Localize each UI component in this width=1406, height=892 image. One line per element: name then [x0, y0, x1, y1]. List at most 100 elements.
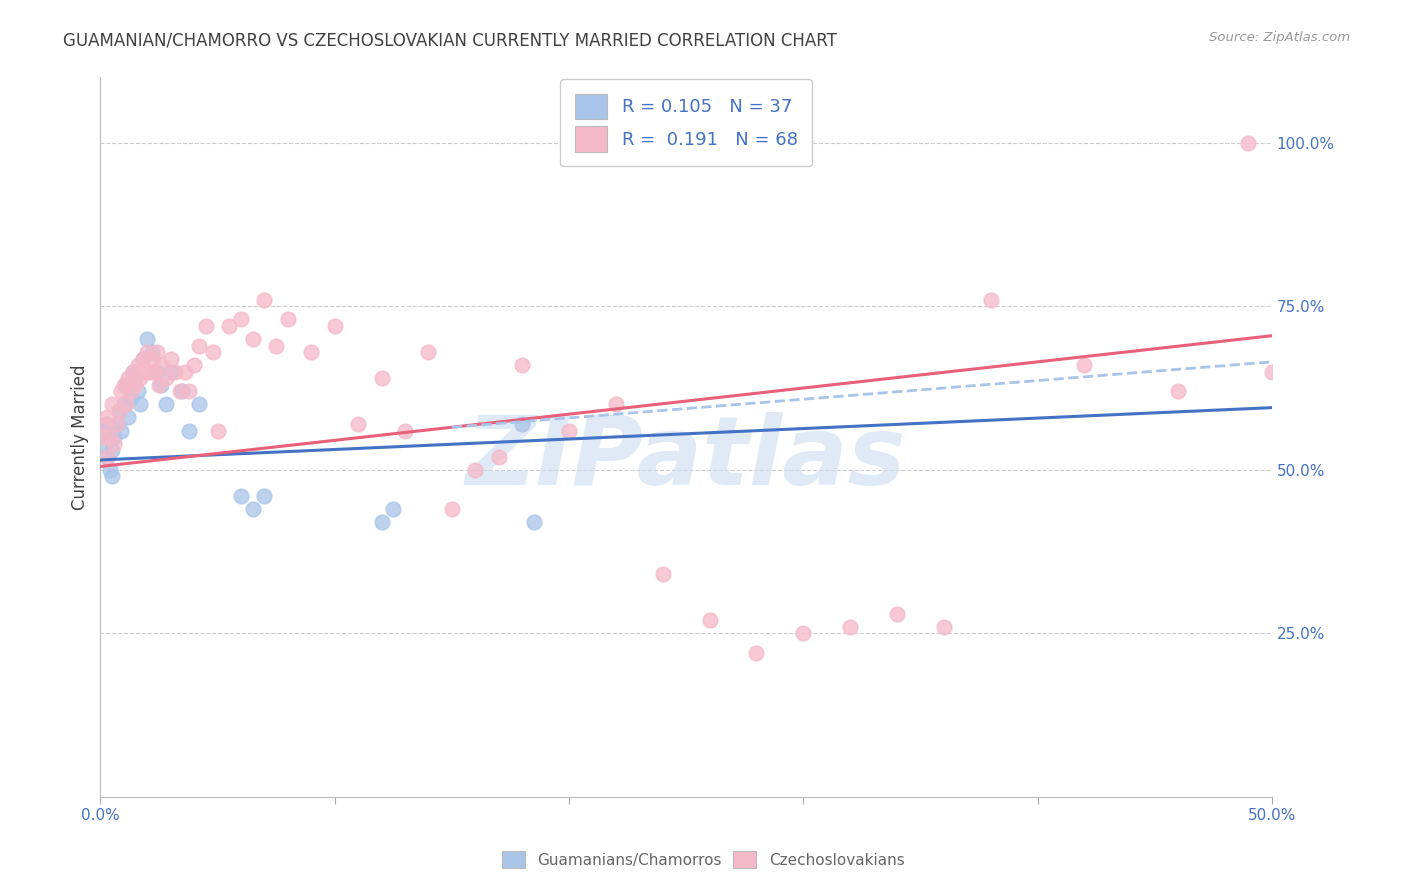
Point	[370, 371, 392, 385]
Point	[523, 515, 546, 529]
Point	[105, 417, 128, 431]
Point	[98, 430, 121, 444]
Point	[120, 384, 142, 399]
Y-axis label: Currently Married: Currently Married	[72, 364, 89, 510]
Point	[108, 404, 131, 418]
Point	[122, 365, 145, 379]
Point	[418, 345, 440, 359]
Point	[110, 424, 132, 438]
Point	[382, 502, 405, 516]
Point	[299, 345, 322, 359]
Point	[136, 345, 159, 359]
Legend: R = 0.105   N = 37, R =  0.191   N = 68: R = 0.105 N = 37, R = 0.191 N = 68	[560, 79, 813, 167]
Point	[1261, 365, 1284, 379]
Point	[124, 377, 146, 392]
Point	[94, 417, 117, 431]
Point	[103, 430, 125, 444]
Point	[179, 384, 201, 399]
Point	[131, 351, 153, 366]
Point	[187, 397, 209, 411]
Point	[129, 397, 152, 411]
Text: GUAMANIAN/CHAMORRO VS CZECHOSLOVAKIAN CURRENTLY MARRIED CORRELATION CHART: GUAMANIAN/CHAMORRO VS CZECHOSLOVAKIAN CU…	[63, 31, 837, 49]
Point	[932, 620, 955, 634]
Point	[242, 332, 264, 346]
Point	[131, 351, 153, 366]
Point	[464, 463, 486, 477]
Point	[98, 463, 121, 477]
Point	[699, 613, 721, 627]
Point	[886, 607, 908, 621]
Point	[980, 293, 1002, 307]
Point	[108, 404, 131, 418]
Point	[1073, 358, 1095, 372]
Point	[155, 371, 177, 385]
Point	[183, 358, 205, 372]
Point	[103, 436, 125, 450]
Point	[264, 338, 287, 352]
Point	[127, 358, 149, 372]
Point	[138, 365, 160, 379]
Point	[253, 489, 276, 503]
Point	[127, 384, 149, 399]
Point	[839, 620, 862, 634]
Point	[136, 332, 159, 346]
Point	[201, 345, 224, 359]
Point	[129, 371, 152, 385]
Point	[510, 358, 533, 372]
Point	[96, 450, 118, 464]
Point	[745, 646, 768, 660]
Point	[1237, 136, 1260, 150]
Point	[117, 371, 139, 385]
Point	[101, 443, 124, 458]
Point	[159, 365, 181, 379]
Point	[218, 318, 240, 333]
Point	[150, 377, 173, 392]
Point	[792, 626, 814, 640]
Point	[187, 338, 209, 352]
Point	[277, 312, 299, 326]
Point	[207, 424, 229, 438]
Point	[155, 397, 177, 411]
Point	[440, 502, 463, 516]
Point	[1167, 384, 1189, 399]
Point	[173, 365, 195, 379]
Point	[150, 358, 173, 372]
Point	[96, 417, 118, 431]
Text: Source: ZipAtlas.com: Source: ZipAtlas.com	[1209, 31, 1350, 45]
Point	[143, 365, 166, 379]
Point	[165, 365, 187, 379]
Point	[134, 365, 156, 379]
Point	[179, 424, 201, 438]
Point	[115, 397, 138, 411]
Point	[194, 318, 217, 333]
Point	[488, 450, 510, 464]
Point	[98, 430, 121, 444]
Point	[159, 351, 181, 366]
Point	[651, 567, 673, 582]
Point	[242, 502, 264, 516]
Point	[110, 384, 132, 399]
Point	[169, 384, 191, 399]
Point	[172, 384, 194, 399]
Point	[101, 397, 124, 411]
Point	[510, 417, 533, 431]
Point	[94, 436, 117, 450]
Point	[122, 365, 145, 379]
Point	[141, 351, 163, 366]
Point	[120, 391, 142, 405]
Point	[558, 424, 581, 438]
Point	[253, 293, 276, 307]
Point	[124, 371, 146, 385]
Point	[141, 345, 163, 359]
Point	[101, 469, 124, 483]
Point	[145, 345, 167, 359]
Point	[370, 515, 392, 529]
Point	[605, 397, 627, 411]
Legend: Guamanians/Chamorros, Czechoslovakians: Guamanians/Chamorros, Czechoslovakians	[494, 844, 912, 875]
Point	[112, 377, 135, 392]
Point	[91, 424, 114, 438]
Point	[229, 489, 252, 503]
Point	[347, 417, 370, 431]
Point	[96, 450, 118, 464]
Point	[145, 365, 167, 379]
